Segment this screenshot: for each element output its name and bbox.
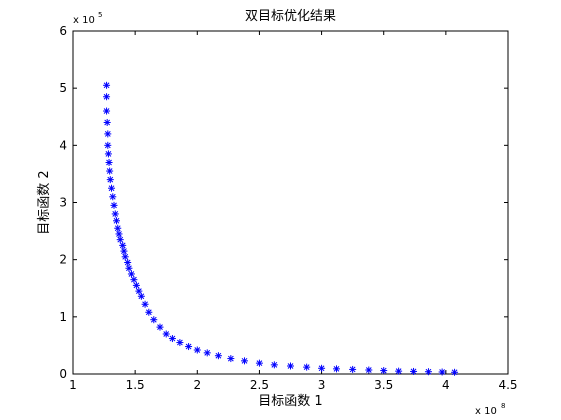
data-point	[438, 368, 446, 376]
data-point	[424, 368, 432, 376]
data-point	[108, 184, 116, 192]
y-tick-label: 4	[59, 138, 67, 152]
x-multiplier-exponent: 8	[501, 402, 505, 410]
data-point	[125, 264, 133, 272]
data-point	[103, 118, 111, 126]
data-point	[227, 355, 235, 363]
data-point	[349, 365, 357, 373]
data-point	[105, 158, 113, 166]
data-point	[150, 316, 158, 324]
chart-title: 双目标优化结果	[245, 9, 336, 24]
data-point	[132, 281, 140, 289]
data-point	[130, 276, 138, 284]
data-point	[103, 81, 111, 89]
y-tick-label: 2	[59, 253, 67, 267]
data-point	[113, 217, 120, 225]
data-point	[111, 210, 119, 218]
data-point	[114, 224, 122, 232]
y-axis-label: 目标函数 2	[37, 170, 52, 234]
data-point	[104, 150, 112, 158]
data-point	[106, 167, 114, 175]
axes-box	[72, 30, 509, 375]
data-point	[141, 300, 149, 308]
data-point	[395, 367, 403, 375]
data-point	[185, 343, 193, 351]
data-point	[120, 247, 128, 255]
y-multiplier-exponent: 5	[98, 11, 102, 19]
y-tick-label: 0	[59, 367, 67, 381]
data-point	[106, 176, 114, 184]
y-axis-multiplier: x 10 5	[73, 11, 102, 26]
data-point	[110, 201, 118, 209]
y-tick-label: 1	[59, 310, 67, 324]
data-point	[176, 339, 184, 347]
data-point	[318, 364, 326, 372]
data-point	[168, 335, 176, 343]
data-point	[124, 259, 132, 267]
x-tick-label: 4	[442, 378, 450, 392]
x-axis-label: 目标函数 1	[258, 394, 322, 409]
data-point	[104, 130, 112, 138]
y-multiplier-base: x 10	[73, 15, 95, 26]
data-point	[162, 330, 170, 338]
x-tick-label: 3	[318, 378, 326, 392]
y-tick-label: 5	[59, 81, 67, 95]
data-point	[137, 292, 145, 300]
data-point	[156, 323, 164, 331]
x-multiplier-base: x 10	[475, 406, 497, 417]
data-point	[214, 352, 222, 360]
data-point	[135, 287, 143, 295]
x-tick-label: 1.5	[126, 378, 145, 392]
data-point	[104, 141, 112, 149]
data-point	[451, 368, 459, 376]
x-tick-label: 2.5	[250, 378, 269, 392]
y-tick-label: 3	[59, 196, 67, 210]
x-tick-label: 4.5	[498, 378, 517, 392]
data-point	[255, 359, 263, 367]
data-point	[193, 346, 201, 354]
data-point	[103, 93, 111, 101]
data-point	[380, 367, 388, 375]
x-axis-ticks: 1 1.5 2 2.5 3 3.5 4 4.5	[69, 31, 518, 392]
data-point	[203, 349, 211, 357]
x-axis-multiplier: x 10 8	[475, 402, 505, 417]
data-point	[121, 253, 129, 261]
data-point	[332, 365, 340, 373]
data-point	[303, 363, 311, 371]
y-tick-label: 6	[59, 24, 67, 38]
data-point	[103, 107, 111, 115]
data-point	[270, 361, 278, 369]
data-point	[116, 236, 124, 244]
data-point	[145, 308, 153, 316]
data-point	[109, 193, 117, 201]
x-tick-label: 1	[69, 378, 77, 392]
y-axis-ticks: 0 1 2 3 4 5 6	[59, 24, 508, 381]
data-point	[287, 362, 294, 370]
plot-area	[72, 30, 509, 375]
data-series	[103, 81, 459, 376]
data-point	[119, 241, 127, 249]
data-point	[241, 357, 249, 365]
x-tick-label: 2	[193, 378, 201, 392]
data-point	[365, 366, 373, 374]
data-point	[410, 367, 418, 375]
data-point	[115, 230, 123, 238]
data-point	[127, 270, 135, 278]
x-tick-label: 3.5	[374, 378, 393, 392]
